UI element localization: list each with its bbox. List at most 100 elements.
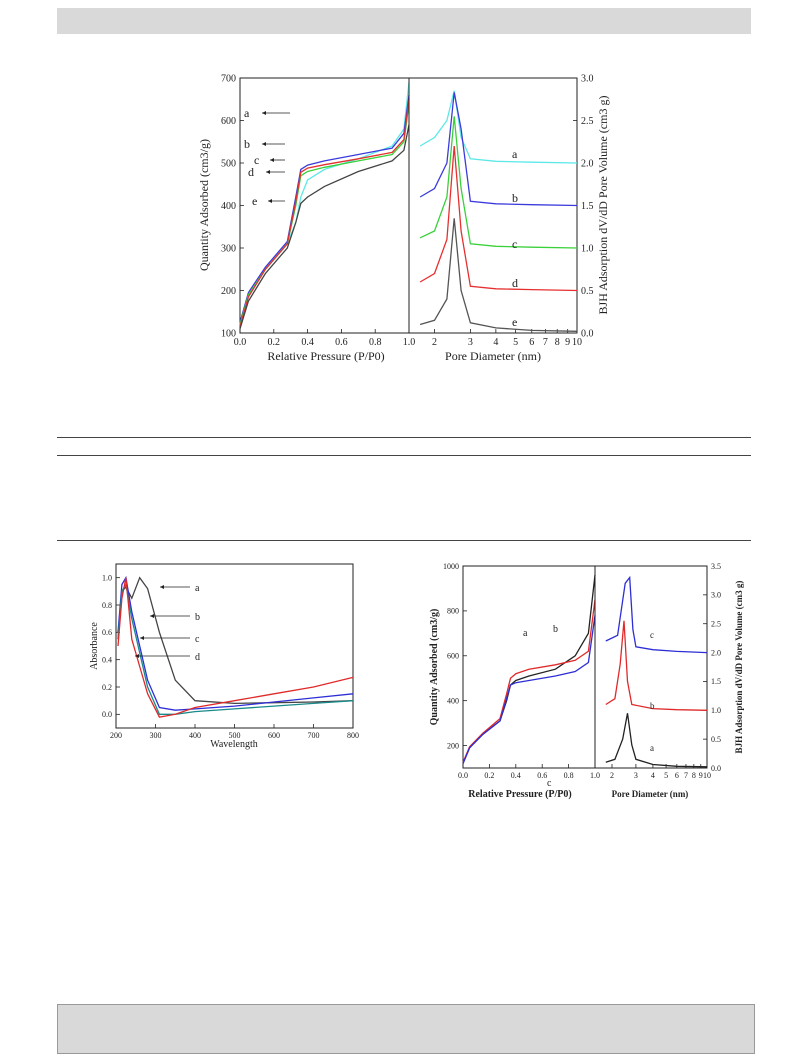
y-tick-label: 2.5: [581, 116, 594, 127]
curve-label-a: a: [650, 743, 654, 753]
y-tick-label: 2.0: [581, 159, 594, 170]
divider-rule: [57, 437, 751, 438]
header-bar: [57, 8, 751, 34]
x-tick-label: 0.8: [369, 337, 382, 348]
y-tick-label: 800: [447, 607, 459, 616]
x-tick-label: 0.0: [458, 771, 468, 780]
curve-label-d: d: [248, 165, 254, 179]
series-line-b: [239, 94, 410, 323]
x-tick-label: 7: [684, 771, 688, 780]
x-tick-label: 8: [555, 337, 560, 348]
y-tick-label: 0.0: [581, 329, 594, 340]
plot-frame: [594, 565, 708, 769]
curve-label-e: e: [252, 194, 257, 208]
arrow-head: [262, 111, 266, 115]
curve-label-b: b: [512, 191, 518, 205]
y-tick-label: 2.0: [711, 648, 721, 657]
x-tick-label: 2: [432, 337, 437, 348]
curve-label-c: c: [254, 153, 259, 167]
plot-frame: [462, 565, 596, 769]
series-line-d: [239, 99, 410, 327]
x-tick-label: 0.2: [268, 337, 281, 348]
curve-label-a: a: [523, 628, 528, 639]
y-tick-label: 200: [447, 741, 459, 750]
x-tick-label: 0.2: [484, 771, 494, 780]
y-tick-label: 500: [221, 159, 236, 170]
y-tick-label: 0.8: [102, 601, 112, 610]
y-tick-label: 1.5: [711, 677, 721, 686]
series-line-d: [419, 145, 578, 292]
series-line-c: [419, 116, 578, 249]
curve-label-b: b: [244, 137, 250, 151]
curve-label-c: c: [650, 630, 654, 640]
curve-label-c: c: [547, 778, 552, 789]
x-tick-label: 1.0: [590, 771, 600, 780]
curve-label-e: e: [512, 315, 517, 329]
x-tick-label: 2: [610, 771, 614, 780]
x-tick-label: 4: [493, 337, 498, 348]
x-tick-label: 0.4: [511, 771, 521, 780]
x-tick-label: 3: [468, 337, 473, 348]
series-line-e: [419, 218, 578, 332]
series-line-a: [419, 90, 578, 164]
x-axis-label: Pore Diameter (nm): [445, 349, 541, 363]
y-tick-label: 0.0: [711, 764, 721, 773]
series-line-d: [117, 577, 354, 718]
curve-label-d: d: [512, 276, 518, 290]
curve-label-b: b: [553, 624, 558, 635]
x-tick-label: 9: [699, 771, 703, 780]
arrow-head: [266, 170, 270, 174]
y-tick-label: 400: [221, 201, 236, 212]
x-tick-label: 700: [308, 731, 320, 740]
x-axis-label: Relative Pressure (P/P0): [468, 789, 572, 800]
y-tick-label: 1.0: [102, 573, 112, 582]
x-tick-label: 400: [189, 731, 201, 740]
y-tick-label: 0.6: [102, 628, 112, 637]
divider-rule: [57, 455, 751, 456]
divider-rule: [57, 540, 751, 541]
y-axis-label: Quantity Adsorbed (cm3/g): [197, 139, 211, 271]
y-tick-label: 0.5: [711, 735, 721, 744]
curve-label-b: b: [650, 701, 655, 711]
y-tick-label: 3.0: [711, 591, 721, 600]
arrow-head: [160, 585, 164, 589]
x-tick-label: 4: [651, 771, 655, 780]
y-axis-label: Absorbance: [89, 622, 100, 670]
y-tick-label: 1.5: [581, 201, 594, 212]
arrow-head: [270, 158, 274, 162]
arrow-head: [135, 654, 139, 658]
curve-label-b: b: [195, 612, 200, 623]
series-line-e: [239, 124, 410, 329]
x-tick-label: 200: [110, 731, 122, 740]
x-tick-label: 7: [543, 337, 548, 348]
x-tick-label: 500: [229, 731, 241, 740]
x-tick-label: 1.0: [403, 337, 416, 348]
x-tick-label: 5: [513, 337, 518, 348]
y-tick-label: 3.5: [711, 562, 721, 571]
curve-label-c: c: [195, 634, 200, 645]
y-tick-label: 1000: [443, 562, 459, 571]
curve-label-a: a: [512, 147, 518, 161]
x-tick-label: 8: [692, 771, 696, 780]
y-tick-label: 200: [221, 286, 236, 297]
series-line-b: [605, 620, 708, 711]
x-tick-label: 10: [572, 337, 582, 348]
y-tick-label: 0.5: [581, 286, 594, 297]
series-line-a: [605, 713, 708, 768]
y-tick-label: 600: [447, 652, 459, 661]
y-tick-label: 700: [221, 74, 236, 85]
x-axis-label: Pore Diameter (nm): [612, 789, 689, 799]
y-tick-label: 2.5: [711, 620, 721, 629]
y-tick-label: 600: [221, 116, 236, 127]
x-tick-label: 0.4: [301, 337, 314, 348]
arrow-head: [262, 142, 266, 146]
curve-label-a: a: [244, 106, 250, 120]
x-tick-label: 0.6: [335, 337, 348, 348]
footer-bar: [57, 1004, 755, 1054]
y-tick-label: 0.0: [102, 710, 112, 719]
y-tick-label: 400: [447, 696, 459, 705]
x-tick-label: 6: [675, 771, 679, 780]
y-tick-label: 0.2: [102, 683, 112, 692]
